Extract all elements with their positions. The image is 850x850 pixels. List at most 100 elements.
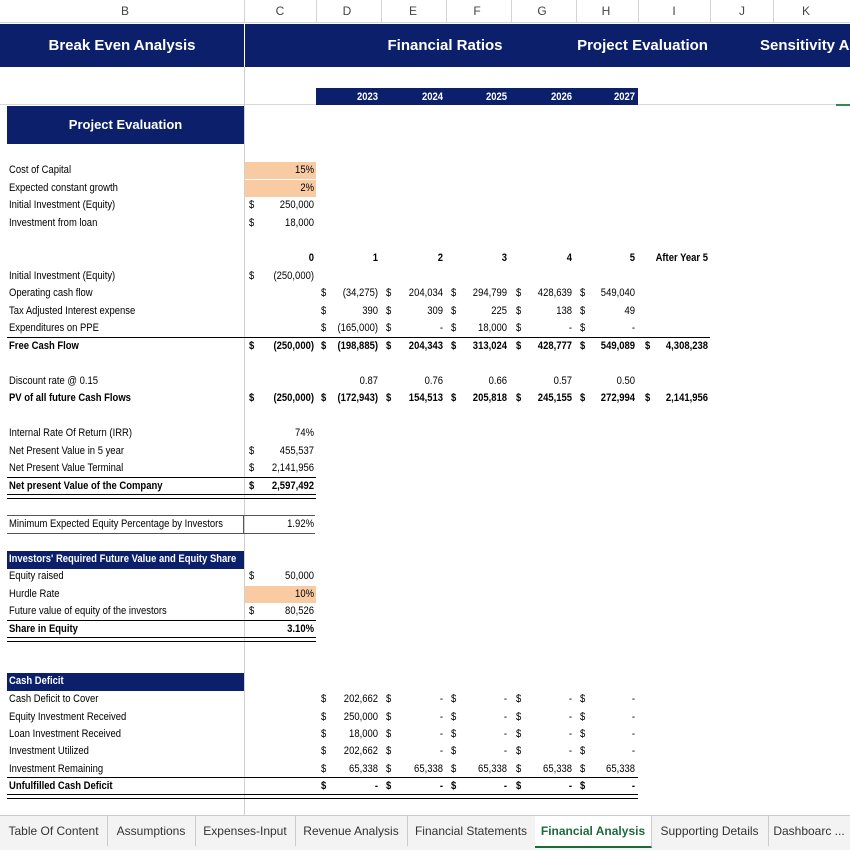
border-line [7,794,638,799]
row-label: Internal Rate Of Return (IRR) [9,427,133,439]
column-letter: H [601,4,611,18]
column-letter: K [801,4,810,18]
currency-sign: $ [386,305,392,317]
row-label: Investment Remaining [9,763,104,775]
currency-sign: $ [386,322,392,334]
column-letter: G [537,4,547,18]
cell-value: 455,537 [279,445,314,457]
year: 2027 [613,91,635,103]
section-box [7,106,244,144]
currency-sign: $ [580,305,586,317]
currency-sign: $ [516,340,522,352]
currency-sign: $ [249,199,255,211]
cell-value: - [439,711,443,723]
row-label: Equity raised [9,570,64,582]
sheet-tab[interactable]: Financial Analysis [535,816,652,848]
column-sep [710,0,711,22]
cell-value: 250,000 [343,711,378,723]
column-sep [638,0,639,22]
cell-value: - [631,693,635,705]
cell-value: (172,943) [337,392,378,404]
column-sep [446,0,447,22]
cell-value: - [503,780,507,792]
cell-value: After Year 5 [655,252,708,264]
cell-value: 50,000 [285,570,314,582]
column-header-bar [0,0,850,23]
column-sep [511,0,512,22]
cell-value: 428,777 [537,340,572,352]
cell-value: 65,338 [478,763,507,775]
year: 2026 [550,91,572,103]
cell-value: - [568,711,572,723]
input-cell [245,162,316,179]
currency-sign: $ [321,780,327,792]
sheet-tab[interactable]: Revenue Analysis [295,816,408,846]
cell-value: 74% [295,427,314,439]
cell-value: - [374,780,378,792]
row-label: Minimum Expected Equity Percentage by In… [9,518,224,530]
cell-value: - [568,745,572,757]
cell-value: - [503,711,507,723]
currency-sign: $ [580,340,586,352]
row-label: Hurdle Rate [9,588,60,600]
currency-sign: $ [516,392,522,404]
currency-sign: $ [451,711,457,723]
border-line [7,777,638,778]
cell-value: 0.76 [424,375,443,387]
currency-sign: $ [249,445,255,457]
column-sep [244,0,245,22]
sheet-tab[interactable]: Financial Statements [407,816,536,846]
currency-sign: $ [386,745,392,757]
cell-value: 0 [308,252,314,264]
years-bar [316,88,638,105]
sheet-tab[interactable]: Expenses-Input [195,816,296,846]
currency-sign: $ [249,480,255,492]
cell-value: 2,141,956 [271,462,314,474]
result-box [7,515,315,534]
cell-value: (198,885) [337,340,378,352]
currency-sign: $ [249,605,255,617]
banner-title: Financial Ratios [387,37,503,54]
currency-sign: $ [580,322,586,334]
currency-sign: $ [451,693,457,705]
row-label: Free Cash Flow [9,340,79,352]
sheet-tab[interactable]: Supporting Details [651,816,769,846]
cell-value: - [631,728,635,740]
cell-value: 428,639 [537,287,572,299]
border-line [7,637,316,642]
cell-value: - [439,693,443,705]
banner-title: Break Even Analysis [48,37,196,54]
row-label: Cash Deficit to Cover [9,693,99,705]
currency-sign: $ [321,745,327,757]
column-letter: C [275,4,285,18]
cell-value: (250,000) [273,340,314,352]
row-label: Net Present Value Terminal [9,462,124,474]
cell-value: - [503,693,507,705]
cell-value: 49 [624,305,635,317]
row-label: Cost of Capital [9,164,72,176]
currency-sign: $ [516,287,522,299]
currency-sign: $ [580,745,586,757]
cell-value: 549,089 [600,340,635,352]
column-sep [316,0,317,22]
cell-value: 204,343 [408,340,443,352]
currency-sign: $ [451,392,457,404]
cell-value: (250,000) [273,392,314,404]
cell-value: - [568,693,572,705]
currency-sign: $ [451,728,457,740]
currency-sign: $ [516,693,522,705]
sheet-tab[interactable]: Dashboarc ... [768,816,850,846]
column-letter: D [342,4,352,18]
row-label: Initial Investment (Equity) [9,199,116,211]
currency-sign: $ [249,340,255,352]
currency-sign: $ [451,287,457,299]
column-letter: F [473,4,481,18]
sheet-tab[interactable]: Assumptions [107,816,196,846]
row-label: PV of all future Cash Flows [9,392,131,404]
banner-title: Sensitivity Analysis [760,37,850,54]
sheet-tab[interactable]: Table Of Content [0,816,108,846]
border-line [7,494,316,499]
year: 2024 [421,91,443,103]
cell-value: - [439,745,443,757]
cell-value: 80,526 [285,605,314,617]
